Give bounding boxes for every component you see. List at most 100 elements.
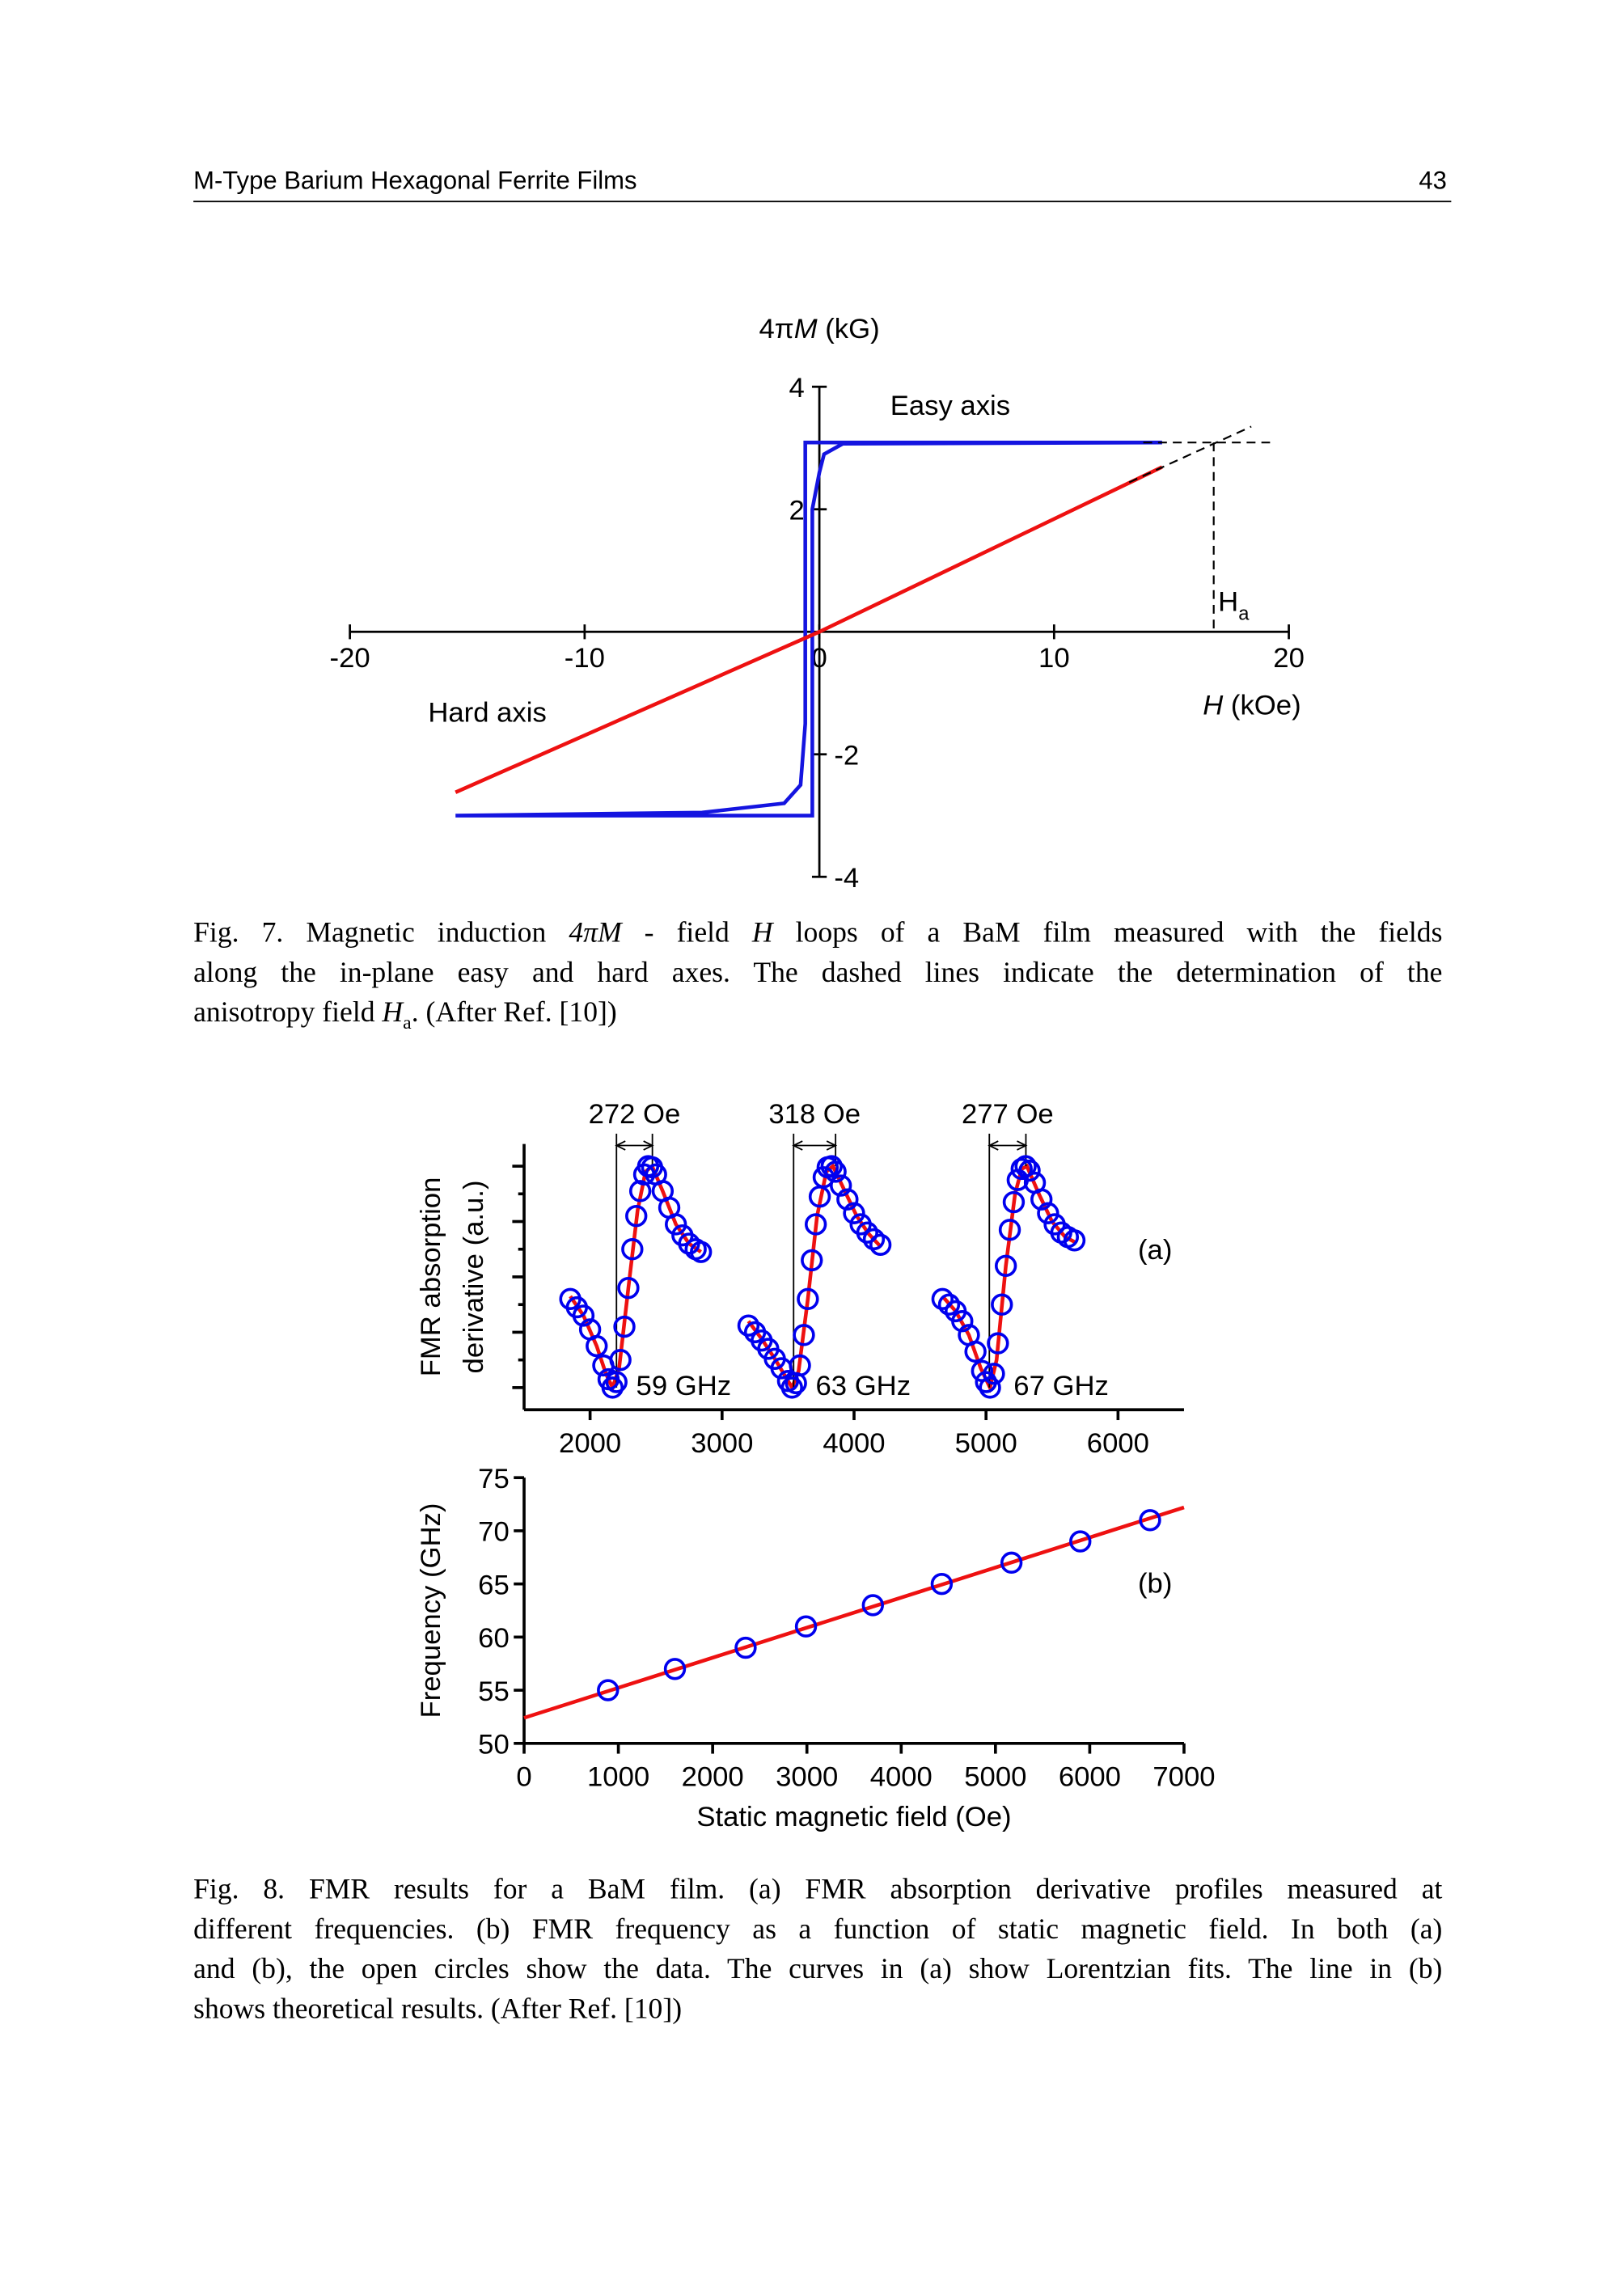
page-number: 43 [1419, 167, 1447, 195]
data-point [829, 1174, 852, 1197]
y-tick-label: 55 [478, 1676, 510, 1707]
data-point [931, 1287, 954, 1311]
caption-text: H [382, 997, 404, 1029]
data-point [930, 1572, 954, 1596]
y-tick-label: 2 [789, 496, 805, 526]
data-point [861, 1594, 884, 1617]
caption-text: Fig. 8. FMR results for a BaM film. (a) … [193, 1875, 1443, 1906]
fit-line [941, 1163, 1077, 1393]
guide-line [1128, 425, 1252, 484]
fit-line [746, 1163, 882, 1393]
data-point [824, 1160, 847, 1183]
data-point [1063, 1229, 1086, 1252]
data-point [964, 1340, 987, 1363]
caption-text: H [751, 918, 773, 949]
caption-line: Fig. 8. FMR results for a BaM film. (a) … [193, 1870, 1442, 1910]
caption-text: - field [621, 918, 752, 949]
data-point [613, 1315, 636, 1338]
data-point [1030, 1188, 1053, 1211]
data-point [621, 1238, 644, 1261]
caption-text: . (After Ref. [10]) [411, 997, 617, 1029]
series-label: Hard axis [428, 698, 546, 729]
data-point [1018, 1159, 1041, 1182]
curve [455, 465, 1163, 794]
data-point [979, 1376, 1001, 1399]
data-point [843, 1202, 865, 1224]
x-tick-label: 3000 [691, 1428, 753, 1459]
data-point [812, 1166, 835, 1189]
x-tick-label: 5000 [964, 1762, 1026, 1793]
data-point [794, 1615, 818, 1638]
data-point [987, 1332, 1009, 1355]
x-tick-label: 0 [516, 1762, 531, 1793]
figure-caption: Fig. 8. FMR results for a BaM film. (a) … [193, 1870, 1442, 2030]
y-axis-label: 4πM (kG) [759, 314, 880, 344]
panel-label: (a) [1138, 1235, 1172, 1266]
x-tick-label: 10 [1038, 643, 1070, 674]
series-label: Easy axis [890, 391, 1010, 421]
caption-text: along the in-plane easy and hard axes. T… [193, 957, 1443, 990]
data-point [734, 1636, 757, 1659]
data-point [983, 1363, 1005, 1385]
y-tick-label: 70 [478, 1517, 510, 1548]
caption-text: a [403, 1011, 412, 1033]
x-tick-label: 2000 [682, 1762, 744, 1793]
y-axis-label: FMR absorption [416, 1177, 446, 1377]
data-point [991, 1293, 1013, 1316]
y-axis-label: derivative (a.u.) [459, 1180, 489, 1373]
x-tick-label: 5000 [955, 1428, 1017, 1459]
caption-line: different frequencies. (b) FMR frequency… [193, 1910, 1442, 1950]
caption-line: anisotropy field Ha. (After Ref. [10]) [193, 993, 1442, 1033]
header-rule [193, 201, 1452, 203]
fit-line [523, 1505, 1185, 1720]
data-point [572, 1304, 595, 1327]
data-point [780, 1376, 803, 1399]
panel-label: (b) [1138, 1569, 1172, 1600]
data-point [1037, 1202, 1059, 1224]
x-tick-label: 4000 [870, 1762, 933, 1793]
caption-text: anisotropy field [193, 997, 383, 1029]
fit-line [569, 1163, 703, 1393]
caption-text: and (b), the open circles show the data.… [193, 1954, 1443, 1986]
y-axis-label: Frequency (GHz) [416, 1503, 446, 1718]
data-point [628, 1180, 652, 1203]
y-tick-label: 75 [478, 1464, 510, 1494]
caption-line: Fig. 7. Magnetic induction 4πM - field H… [193, 914, 1442, 953]
data-point [601, 1376, 624, 1399]
label-part: M [794, 314, 818, 344]
caption-line: and (b), the open circles show the data.… [193, 1950, 1442, 1989]
series-label: 59 GHz [636, 1371, 732, 1401]
data-point [1139, 1509, 1161, 1532]
data-point [862, 1228, 886, 1251]
x-axis-label: Static magnetic field (Oe) [696, 1802, 1011, 1832]
y-tick-label: 60 [478, 1623, 510, 1654]
data-point [937, 1293, 961, 1316]
caption-text: shows theoretical results. (After Ref. [… [193, 1994, 683, 2026]
data-point [804, 1213, 827, 1236]
data-point [1069, 1530, 1092, 1553]
data-point [1002, 1190, 1026, 1214]
x-tick-label: 2000 [559, 1428, 621, 1459]
data-point [793, 1324, 815, 1346]
running-title: M-Type Barium Hexagonal Ferrite Films [193, 167, 637, 195]
label-part: (kG) [818, 314, 880, 344]
x-tick-label: 6000 [1087, 1428, 1149, 1459]
linewidth-label: 272 Oe [589, 1099, 681, 1130]
data-point [625, 1204, 648, 1228]
label-part: (kOe) [1223, 690, 1300, 721]
series-label: 63 GHz [816, 1371, 911, 1401]
data-point [586, 1334, 608, 1358]
caption-text: 4πM [569, 918, 622, 949]
y-tick-label: -4 [834, 863, 859, 894]
x-tick-label: -20 [330, 643, 370, 674]
data-point [994, 1254, 1017, 1277]
data-point [998, 1219, 1021, 1241]
data-point [664, 1213, 687, 1236]
annotation-sub: a [1238, 604, 1250, 625]
annotation: Ha [1218, 587, 1250, 625]
caption-text: Fig. 7. Magnetic induction [193, 918, 569, 949]
x-tick-label: 6000 [1059, 1762, 1121, 1793]
